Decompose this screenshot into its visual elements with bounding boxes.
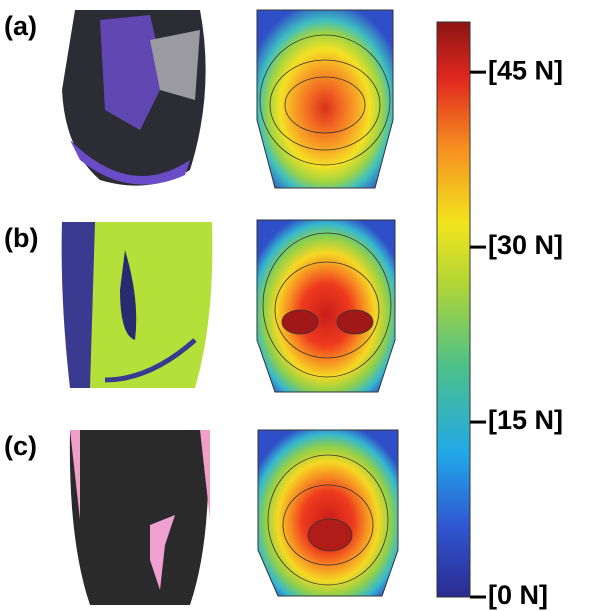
shoe-photo-c bbox=[69, 430, 210, 605]
pressure-map-b bbox=[256, 219, 396, 393]
pressure-map-c bbox=[257, 429, 399, 597]
pressure-map-a bbox=[256, 9, 394, 189]
colorbar bbox=[436, 21, 471, 598]
panel-label: (b) bbox=[4, 223, 38, 253]
tick-label: [30 N] bbox=[488, 230, 563, 260]
tick-label: [45 N] bbox=[488, 55, 563, 85]
tick-label: [0 N] bbox=[488, 580, 548, 610]
panel-label: (c) bbox=[4, 431, 37, 461]
shoe-photo-b bbox=[61, 222, 213, 388]
tick-label: [15 N] bbox=[488, 405, 563, 435]
shoe-photo-a bbox=[62, 10, 206, 186]
panel-label: (a) bbox=[4, 11, 37, 41]
